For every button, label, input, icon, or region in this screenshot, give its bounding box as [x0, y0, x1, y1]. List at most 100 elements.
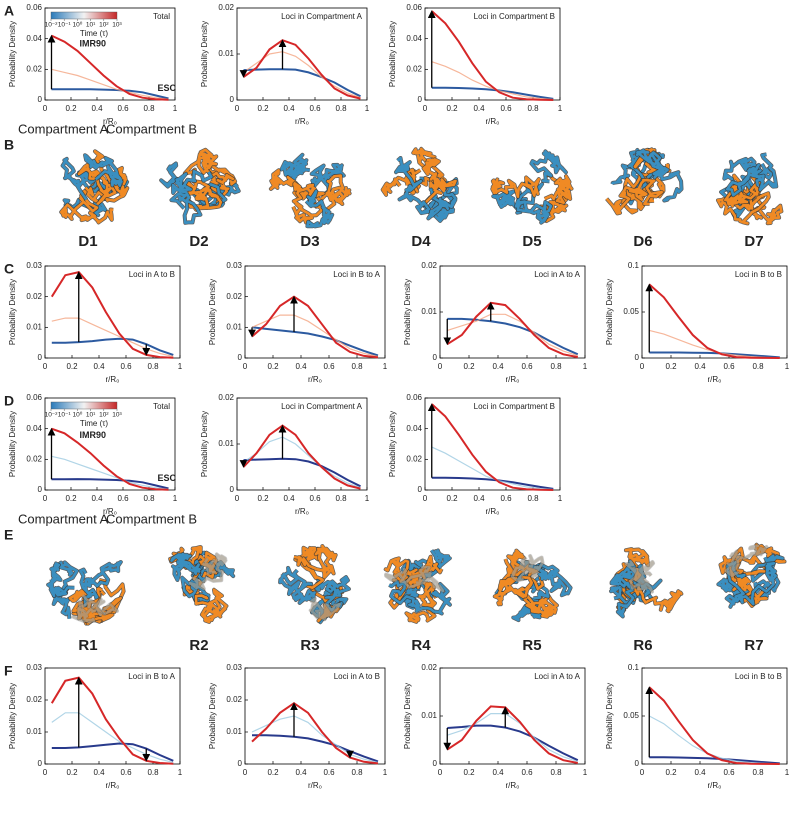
colorbar-tick-label: 10⁰	[72, 411, 82, 419]
x-tick-label: 0.4	[694, 768, 706, 777]
y-tick-label: 0.06	[26, 3, 42, 12]
series-line	[447, 317, 579, 356]
series-line	[251, 701, 379, 765]
x-tick-label: 0	[423, 494, 428, 503]
x-tick-label: 0	[423, 104, 428, 113]
series-line	[649, 351, 780, 359]
series-line	[447, 713, 578, 763]
series-line	[446, 705, 578, 764]
x-tick-label: 0.8	[335, 104, 347, 113]
y-tick-label: 0	[635, 759, 640, 768]
y-axis-label: Probability Density	[8, 683, 17, 749]
x-tick-label: 0.6	[309, 494, 321, 503]
plot-title: Loci in B to B	[735, 672, 782, 681]
x-tick-label: 0.8	[147, 768, 159, 777]
x-tick-label: 0.8	[752, 362, 764, 371]
x-tick-label: 0.6	[323, 362, 335, 371]
x-tick-label: 0	[43, 494, 48, 503]
x-tick-label: 0.4	[283, 104, 295, 113]
x-tick-label: 0.8	[335, 494, 347, 503]
series-line	[51, 88, 169, 100]
colorbar-tick-label: 10³	[112, 22, 122, 29]
chain	[724, 544, 768, 578]
series-label: ESC	[158, 473, 177, 483]
y-tick-label: 0.06	[406, 3, 422, 12]
colorbar-tick-label: 10³	[112, 412, 122, 419]
x-tick-label: 0.4	[283, 494, 295, 503]
chain	[635, 149, 683, 202]
x-tick-label: 0.2	[65, 494, 77, 503]
y-tick-label: 0.02	[421, 663, 437, 672]
panel-label: E	[4, 527, 13, 543]
y-tick-label: 0.01	[26, 322, 42, 331]
y-tick-label: 0.04	[406, 34, 422, 43]
plot-frame	[244, 265, 386, 359]
chain	[293, 544, 337, 579]
panel-label: C	[4, 261, 14, 277]
chain	[312, 174, 351, 211]
x-tick-label: 0.8	[147, 362, 159, 371]
series-line	[431, 476, 554, 490]
x-tick-label: 1	[365, 494, 370, 503]
series-label: IMR90	[80, 38, 107, 48]
plot-frame	[236, 7, 368, 101]
chain	[310, 163, 346, 198]
x-tick-label: 0.2	[65, 104, 77, 113]
series-line	[648, 283, 780, 359]
x-tick-label: 0	[438, 362, 443, 371]
x-tick-label: 0.4	[91, 104, 103, 113]
y-tick-label: 0.02	[218, 3, 234, 12]
structure-label: D6	[633, 233, 652, 250]
chain	[305, 189, 334, 228]
chain	[493, 576, 534, 606]
y-tick-label: 0	[238, 353, 243, 362]
series-line	[242, 39, 361, 100]
x-tick-label: 1	[173, 494, 178, 503]
y-tick-label: 0.04	[26, 424, 42, 433]
series-line	[51, 34, 169, 101]
chain	[421, 158, 457, 207]
x-tick-label: 0.8	[351, 362, 363, 371]
chain	[46, 562, 75, 598]
chain	[530, 150, 568, 183]
series-line	[51, 455, 169, 490]
y-tick-label: 0.02	[26, 695, 42, 704]
x-axis-label: r/R₀	[486, 117, 500, 126]
chain	[72, 594, 119, 624]
chain	[294, 546, 325, 590]
x-tick-label: 0.6	[120, 768, 132, 777]
panel-label: D	[4, 393, 14, 409]
x-tick-label: 1	[383, 362, 388, 371]
structure-label: D2	[189, 233, 208, 250]
y-tick-label: 0.02	[421, 261, 437, 270]
x-axis-label: r/R₀	[308, 781, 322, 790]
x-tick-label: 0.2	[446, 494, 458, 503]
x-tick-label: 1	[178, 362, 183, 371]
y-tick-label: 0	[433, 759, 438, 768]
x-tick-label: 0.8	[527, 494, 539, 503]
y-tick-label: 0.03	[226, 261, 242, 270]
x-tick-label: 0.2	[446, 104, 458, 113]
y-axis-label: Probability Density	[208, 683, 217, 749]
y-axis-label: Probability Density	[8, 411, 17, 477]
x-tick-label: 0.6	[323, 768, 335, 777]
x-tick-label: 0.2	[665, 362, 677, 371]
y-tick-label: 0.01	[421, 307, 437, 316]
x-tick-label: 0.6	[117, 104, 129, 113]
series-line	[431, 403, 554, 491]
y-axis-label: Probability Density	[388, 411, 397, 477]
x-tick-label: 0	[243, 362, 248, 371]
colorbar-tick-label: 10¹	[86, 412, 96, 419]
chain	[725, 153, 778, 197]
x-tick-label: 0.2	[463, 768, 475, 777]
x-axis-label: r/R₀	[295, 117, 309, 126]
x-axis-label: r/R₀	[103, 507, 117, 516]
x-tick-label: 0.6	[723, 768, 735, 777]
x-tick-label: 1	[785, 768, 790, 777]
series-line	[51, 317, 174, 358]
x-tick-label: 0	[235, 494, 240, 503]
y-tick-label: 0	[418, 485, 423, 494]
plot-title: Loci in B to A	[333, 270, 380, 279]
x-tick-label: 0	[43, 362, 48, 371]
x-tick-label: 1	[173, 104, 178, 113]
